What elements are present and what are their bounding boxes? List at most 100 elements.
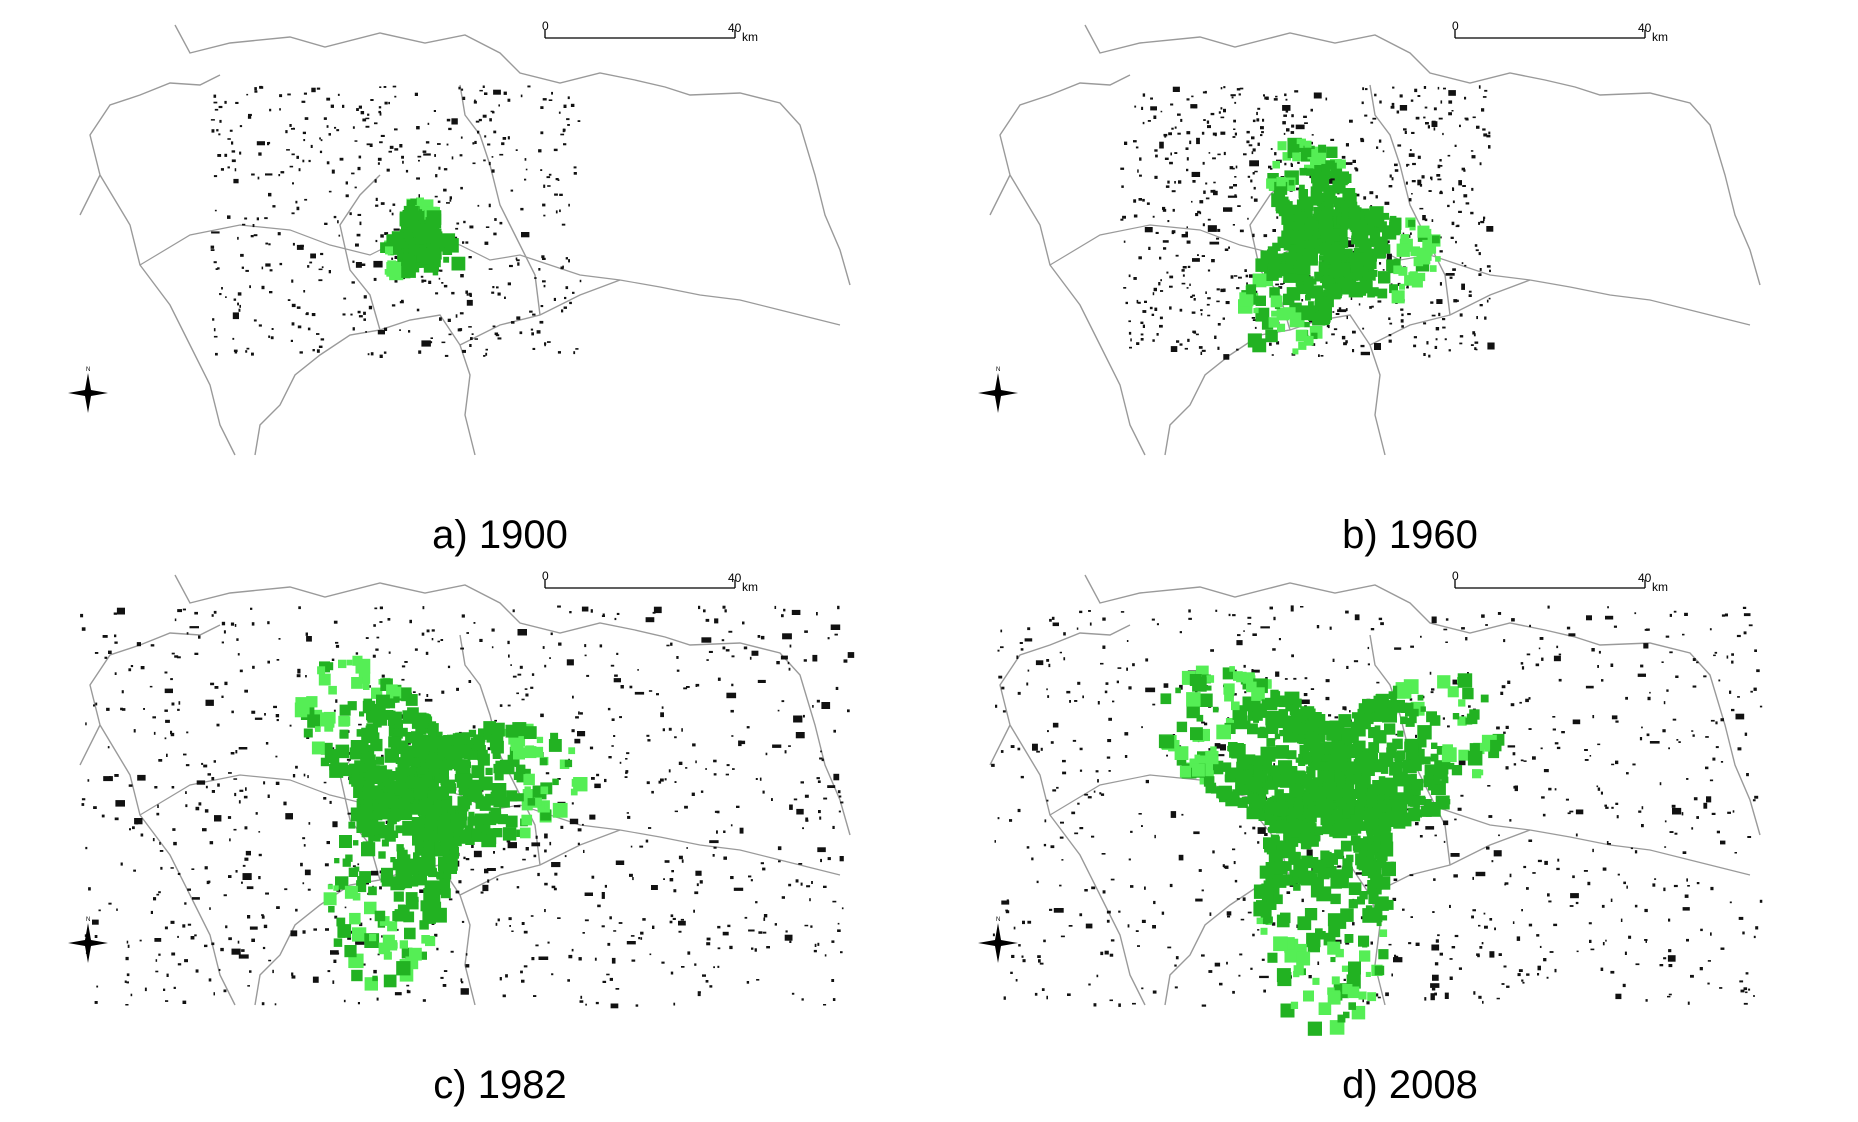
settlement	[1201, 131, 1205, 135]
settlement	[455, 227, 459, 230]
settlement	[333, 215, 337, 219]
settlement	[1705, 766, 1709, 770]
settlement	[1369, 306, 1372, 309]
settlement	[507, 640, 510, 645]
urban-cell	[1348, 1002, 1356, 1010]
settlement	[1166, 271, 1169, 274]
settlement	[551, 862, 561, 868]
settlement	[1181, 234, 1188, 238]
settlement	[1018, 944, 1021, 947]
settlement	[827, 637, 830, 640]
settlement	[1570, 893, 1579, 899]
settlement	[1210, 189, 1214, 193]
settlement	[245, 350, 248, 353]
settlement	[1411, 193, 1413, 195]
settlement	[1439, 282, 1442, 286]
settlement	[669, 878, 674, 882]
settlement	[321, 266, 324, 269]
urban-cell	[1389, 215, 1397, 223]
settlement	[524, 688, 528, 690]
settlement	[127, 944, 130, 948]
settlement	[1445, 618, 1449, 621]
urban-cell	[1329, 283, 1342, 295]
settlement	[802, 827, 804, 830]
settlement	[1739, 980, 1744, 983]
settlement	[1615, 802, 1619, 805]
settlement	[601, 925, 605, 928]
urban-cell	[497, 814, 508, 825]
settlement	[1382, 269, 1385, 271]
settlement	[166, 973, 169, 977]
settlement	[813, 949, 817, 953]
settlement	[762, 867, 766, 871]
urban-cell	[1283, 293, 1295, 306]
settlement	[1118, 910, 1121, 913]
settlement	[1664, 846, 1667, 848]
settlement	[1759, 705, 1763, 708]
urban-cell	[399, 241, 407, 249]
settlement	[369, 143, 373, 147]
urban-cell	[436, 245, 444, 252]
urban-cell	[516, 829, 524, 837]
urban-cell	[384, 830, 396, 842]
settlement	[1468, 705, 1471, 708]
settlement	[1117, 667, 1122, 669]
settlement	[1234, 176, 1237, 178]
settlement	[520, 970, 523, 974]
settlement	[284, 888, 288, 891]
settlement	[487, 879, 490, 883]
settlement	[1753, 935, 1756, 939]
settlement	[1325, 696, 1330, 701]
settlement	[1343, 342, 1347, 346]
settlement	[1167, 180, 1170, 184]
urban-cell	[492, 751, 501, 759]
settlement	[1410, 232, 1412, 235]
urban-cell	[372, 975, 378, 982]
urban-cell	[1325, 160, 1335, 170]
settlement	[230, 752, 235, 755]
settlement	[1597, 787, 1601, 791]
settlement	[1133, 140, 1137, 143]
settlement	[1668, 747, 1670, 750]
settlement	[531, 957, 535, 961]
settlement	[247, 115, 252, 119]
urban-cell	[499, 797, 510, 808]
settlement	[1417, 155, 1421, 159]
settlement	[1443, 628, 1448, 631]
settlement	[394, 279, 398, 283]
settlement	[233, 298, 237, 301]
settlement	[246, 347, 250, 350]
settlement	[469, 225, 474, 229]
urban-cell	[523, 773, 535, 786]
urban-cell	[1348, 207, 1361, 220]
settlement	[602, 980, 607, 983]
settlement	[1188, 617, 1192, 620]
settlement	[332, 980, 335, 984]
settlement	[1166, 754, 1168, 757]
settlement	[1089, 622, 1092, 626]
settlement	[163, 988, 166, 991]
settlement	[1748, 988, 1751, 991]
settlement	[1178, 854, 1184, 861]
settlement	[251, 352, 254, 356]
settlement	[748, 929, 755, 932]
settlement	[687, 951, 691, 955]
settlement	[1682, 633, 1685, 636]
urban-cell	[375, 756, 385, 765]
settlement	[1276, 216, 1279, 219]
settlement	[1436, 299, 1443, 304]
settlement	[93, 704, 95, 707]
settlement	[460, 978, 463, 982]
urban-cell	[1255, 295, 1266, 306]
settlement	[723, 856, 727, 860]
settlement	[750, 879, 753, 882]
urban-cell	[402, 253, 415, 267]
settlement	[108, 650, 112, 654]
settlement	[1171, 231, 1174, 235]
settlement	[473, 622, 476, 624]
urban-cell	[458, 785, 469, 796]
settlement	[462, 96, 466, 100]
settlement	[171, 702, 175, 706]
settlement	[1437, 164, 1441, 169]
settlement	[554, 193, 558, 196]
